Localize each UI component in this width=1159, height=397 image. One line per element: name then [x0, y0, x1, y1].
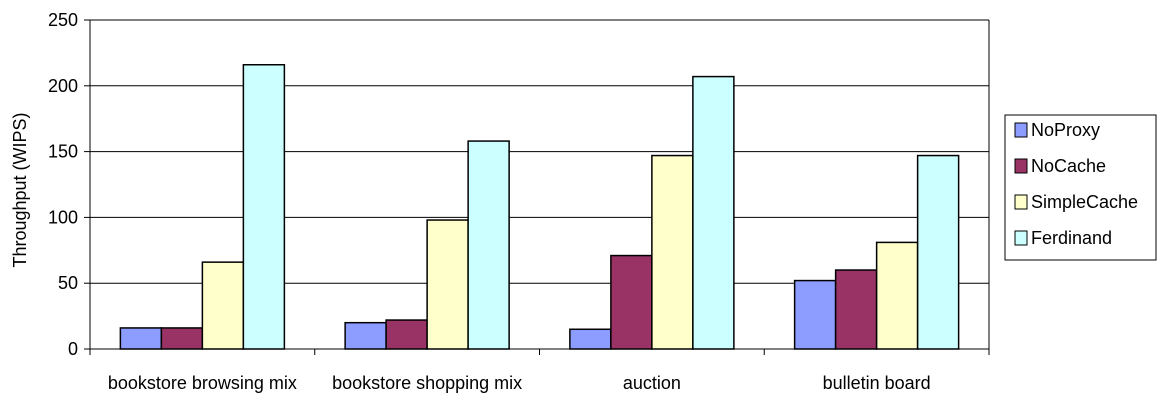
x-category-label: bulletin board — [823, 373, 931, 393]
bar-ferdinand-2 — [692, 75, 735, 350]
legend-swatch-noproxy — [1014, 122, 1028, 138]
bar-ferdinand-3 — [916, 154, 960, 350]
y-tick-label: 0 — [68, 339, 78, 359]
x-category-labels: bookstore browsing mix bookstore shopping… — [108, 373, 931, 393]
y-tick-labels: 0 50 100 150 200 250 — [48, 10, 78, 359]
y-axis-title: Throughput (WIPS) — [10, 112, 30, 267]
legend-swatch-simplecache — [1014, 194, 1028, 210]
x-category-label: bookstore browsing mix — [108, 373, 297, 393]
y-tick-label: 50 — [58, 273, 78, 293]
x-category-label: auction — [623, 373, 681, 393]
bar-simplecache-3 — [875, 241, 919, 350]
y-tick-label: 200 — [48, 76, 78, 96]
y-tick-label: 250 — [48, 10, 78, 30]
bar-nocache-1 — [385, 319, 428, 350]
bar-nocache-2 — [610, 254, 653, 350]
legend: NoProxy NoCache SimpleCache Ferdinand — [1004, 114, 1157, 261]
bar-simplecache-0 — [201, 261, 245, 350]
bars — [119, 63, 960, 350]
bar-simplecache-1 — [426, 219, 469, 350]
bar-ferdinand-1 — [467, 140, 510, 350]
bar-noproxy-1 — [344, 321, 387, 350]
legend-label-noproxy: NoProxy — [1031, 120, 1100, 140]
bar-noproxy-2 — [569, 328, 612, 350]
bar-ferdinand-0 — [242, 63, 286, 350]
x-category-label: bookstore shopping mix — [332, 373, 522, 393]
legend-box — [1004, 114, 1157, 261]
bar-simplecache-2 — [651, 154, 694, 350]
bar-noproxy-0 — [119, 327, 163, 350]
legend-label-nocache: NoCache — [1031, 156, 1106, 176]
legend-label-ferdinand: Ferdinand — [1031, 228, 1112, 248]
axes — [84, 19, 990, 355]
legend-swatch-ferdinand — [1014, 230, 1028, 246]
legend-swatch-nocache — [1014, 158, 1028, 174]
y-tick-label: 150 — [48, 142, 78, 162]
bar-nocache-3 — [834, 269, 878, 350]
bar-noproxy-3 — [793, 279, 837, 350]
y-tick-label: 100 — [48, 207, 78, 227]
bar-nocache-0 — [160, 327, 204, 350]
legend-label-simplecache: SimpleCache — [1031, 192, 1138, 212]
